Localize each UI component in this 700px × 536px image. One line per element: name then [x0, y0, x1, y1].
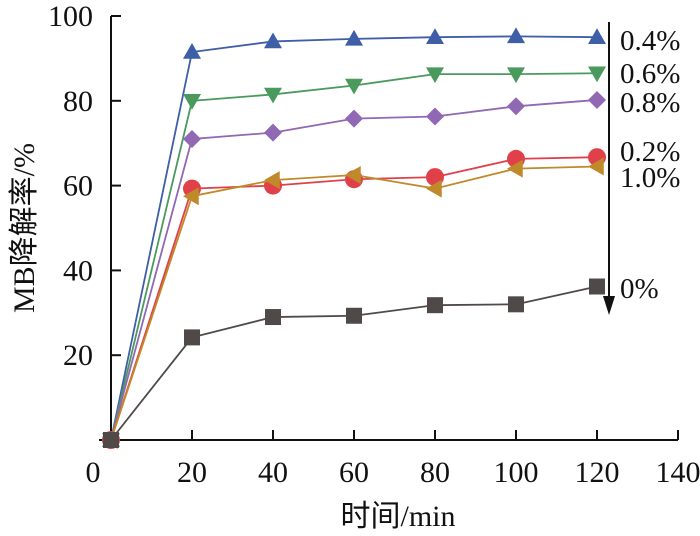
- triangle-up-marker: [183, 43, 201, 59]
- series-label: 0.4%: [620, 25, 680, 57]
- y-axis-title: MB降解率/%: [8, 143, 41, 313]
- diamond-marker: [183, 129, 201, 148]
- y-tick-label: 60: [63, 170, 93, 203]
- square-marker: [346, 307, 362, 324]
- series-label: 0.8%: [620, 87, 680, 119]
- triangle-down-marker: [507, 67, 525, 84]
- x-tick-label: 40: [258, 456, 288, 489]
- triangle-up-marker: [426, 28, 444, 44]
- square-marker: [589, 278, 605, 295]
- triangle-left-marker: [264, 171, 280, 190]
- series-1.0%: [102, 157, 604, 449]
- series-0%: [103, 278, 605, 448]
- diamond-marker: [345, 109, 363, 128]
- series-0.4%: [102, 27, 606, 447]
- triangle-up-marker: [507, 27, 525, 44]
- x-tick-label: 20: [177, 456, 207, 489]
- series-label: 0%: [620, 273, 659, 305]
- square-marker: [184, 329, 200, 346]
- triangle-left-marker: [345, 166, 361, 184]
- diamond-marker: [264, 123, 282, 142]
- triangle-down-marker: [588, 66, 606, 83]
- triangle-left-marker: [183, 187, 199, 206]
- diamond-marker: [507, 97, 525, 116]
- diamond-marker: [588, 90, 606, 109]
- series-0.8%: [102, 90, 606, 449]
- x-tick-label: 100: [494, 456, 539, 489]
- y-ticks: 20 40 60 80 100: [48, 0, 121, 372]
- series-label: 0.2%: [620, 136, 680, 168]
- y-tick-label: 80: [63, 85, 93, 118]
- series-line: [110, 72, 598, 441]
- triangle-down-marker: [264, 87, 282, 104]
- x-tick-label: 0: [86, 456, 101, 489]
- series-line: [110, 99, 598, 441]
- x-axis-title: 时间/min: [340, 500, 455, 533]
- square-marker: [427, 297, 443, 314]
- triangle-down-marker: [345, 78, 363, 95]
- square-marker: [265, 309, 281, 326]
- series-line: [110, 35, 598, 441]
- series-label: 0.6%: [620, 58, 680, 90]
- x-tick-label: 60: [339, 456, 369, 489]
- triangle-down-marker: [426, 67, 444, 84]
- triangle-up-marker: [345, 29, 363, 46]
- diamond-marker: [426, 107, 444, 126]
- triangle-down-marker: [183, 94, 201, 110]
- triangle-up-marker: [264, 32, 282, 49]
- triangle-left-marker: [507, 159, 523, 178]
- series-labels: 0.4%0.6%0.8% 0.2%1.0% 0%: [603, 22, 680, 315]
- triangle-left-marker: [588, 157, 604, 176]
- arrow-head-icon: [603, 296, 615, 315]
- square-marker: [103, 432, 119, 448]
- triangle-left-marker: [426, 179, 442, 198]
- y-tick-label: 100: [48, 0, 93, 33]
- x-ticks: 0 20 40 60 80 100 120 140: [86, 430, 700, 489]
- x-tick-label: 140: [656, 456, 700, 489]
- x-tick-label: 120: [575, 456, 620, 489]
- square-marker: [508, 296, 524, 313]
- triangle-up-marker: [588, 28, 606, 44]
- series-label: 1.0%: [620, 162, 680, 194]
- series-line: [110, 156, 598, 441]
- y-tick-label: 20: [63, 339, 93, 372]
- y-tick-label: 40: [63, 254, 93, 287]
- series-group: [102, 27, 606, 449]
- x-tick-label: 80: [420, 456, 450, 489]
